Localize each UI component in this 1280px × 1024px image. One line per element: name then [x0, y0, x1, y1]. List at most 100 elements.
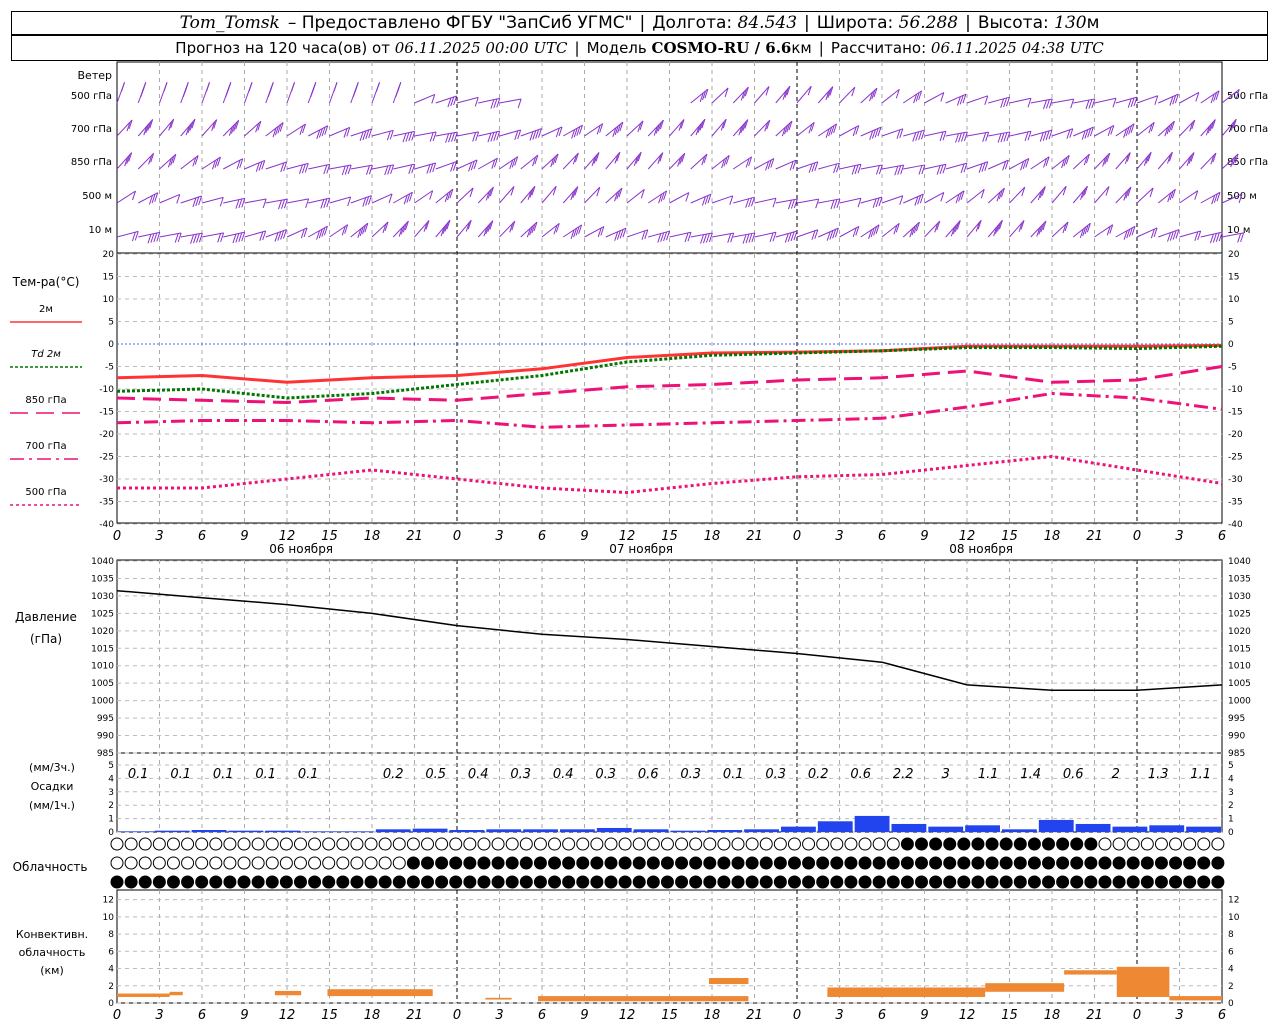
wind-barb-feather — [148, 155, 153, 165]
cloud-symbol — [689, 875, 703, 889]
wind-barb-feather — [469, 187, 474, 198]
wind-barb-feather — [982, 132, 987, 142]
wind-barb — [435, 219, 451, 238]
hour-tick: 0 — [113, 529, 121, 544]
wind-barb-feather — [1042, 131, 1047, 141]
cloud-symbol — [957, 837, 971, 851]
wind-barb-feather — [875, 197, 880, 208]
prec-tick-right: 1 — [1228, 815, 1234, 825]
wind-barb-feather — [574, 186, 579, 196]
cloud-symbol — [279, 875, 293, 889]
wind-barb-shaft — [860, 196, 883, 204]
wind-barb — [988, 159, 1009, 171]
cloud-symbol — [138, 856, 152, 870]
wind-barb-shaft — [818, 198, 840, 204]
wind-barb-feather — [472, 132, 477, 142]
wind-barb-feather — [1043, 99, 1047, 110]
wind-barb-shaft — [796, 198, 819, 204]
wind-barb — [307, 82, 317, 104]
temp-legend-label: 700 гПа — [25, 441, 66, 452]
cloud-symbol — [322, 837, 336, 851]
wind-barb — [222, 82, 232, 104]
pres-tick: 1005 — [91, 679, 114, 689]
wind-barb-feather — [553, 225, 558, 235]
wind-barb-feather — [766, 120, 771, 130]
wind-barb — [265, 198, 288, 210]
wind-barb-feather — [869, 130, 874, 140]
wind-barb-feather — [985, 132, 990, 142]
wind-barb-feather — [321, 126, 326, 137]
hour-tick: 6 — [198, 529, 206, 544]
precip-bar — [965, 825, 1000, 832]
temp-tick: -20 — [99, 430, 114, 440]
wind-barb — [456, 187, 474, 204]
wind-barb — [265, 161, 288, 173]
cloud-symbol — [110, 856, 124, 870]
wind-barb-feather — [1081, 130, 1086, 140]
wind-barb — [1136, 227, 1158, 239]
conv-cloud-bar — [327, 989, 433, 997]
wind-barb — [244, 120, 262, 137]
wind-barb — [647, 152, 664, 170]
wind-barb-feather — [790, 231, 795, 242]
temp-series-line — [116, 365, 1223, 405]
wind-barb — [244, 159, 266, 172]
wind-barb-feather — [1045, 156, 1050, 166]
cloud-symbol — [364, 875, 378, 889]
conv-cloud-bar — [274, 990, 302, 996]
wind-barb-feather — [702, 90, 706, 101]
cloud-symbol — [251, 856, 265, 870]
pres-tick: 1030 — [91, 592, 114, 602]
hour-tick: 18 — [364, 529, 381, 544]
wind-barb-feather — [230, 124, 235, 134]
wind-barb-feather — [700, 234, 705, 244]
wind-barb-feather — [637, 152, 642, 162]
wind-barb-feather — [963, 162, 968, 173]
cloud-symbol — [548, 856, 562, 870]
hour-tick-bottom: 15 — [321, 1008, 338, 1023]
cloud-symbol — [1084, 856, 1098, 870]
wind-barb-feather — [450, 96, 455, 107]
cloud-symbol — [660, 875, 674, 889]
wind-barb-shaft — [1221, 232, 1244, 238]
wind-barb-feather — [1238, 193, 1243, 204]
wind-barb-feather — [1080, 190, 1085, 200]
wind-barb-feather — [277, 124, 282, 134]
cloud-symbol — [872, 837, 886, 851]
wind-barb-feather — [578, 224, 583, 235]
wind-barb — [1200, 152, 1217, 170]
conv-tick-right: 0 — [1228, 999, 1234, 1009]
wind-barb-feather — [787, 232, 792, 242]
wind-barb-feather — [1112, 98, 1117, 108]
wind-barb-feather — [765, 161, 770, 171]
wind-barb-feather — [857, 198, 862, 208]
wind-level-label: 500 м — [82, 191, 112, 202]
cloud-symbol — [886, 837, 900, 851]
wind-barb-feather — [701, 196, 706, 206]
wind-barb-feather — [871, 90, 876, 100]
wind-barb-feather — [790, 199, 795, 209]
temp-tick-right: 20 — [1228, 250, 1240, 260]
cloud-symbol — [1112, 837, 1126, 851]
wind-barb — [690, 153, 708, 170]
wind-barb-shaft — [945, 162, 968, 170]
cloud-symbol — [1084, 875, 1098, 889]
wind-barb-feather — [368, 165, 373, 175]
cloud-symbol — [675, 875, 689, 889]
wind-barb-feather — [811, 230, 816, 240]
hour-tick-bottom: 0 — [793, 1008, 801, 1023]
wind-barb-feather — [303, 227, 308, 238]
wind-barb-shaft — [499, 129, 521, 137]
wind-barb-feather — [1191, 119, 1196, 130]
wind-barb — [988, 131, 1011, 143]
wind-barb-shaft — [159, 232, 182, 238]
wind-barb-feather — [1084, 224, 1089, 235]
hour-tick-bottom: 3 — [495, 1008, 503, 1023]
cloud-symbol — [1070, 837, 1084, 851]
wind-barb-feather — [344, 224, 349, 234]
alt-value: 130 — [1054, 13, 1087, 33]
wind-barb — [1157, 188, 1176, 204]
wind-barb — [945, 190, 965, 204]
day-label: 06 ноября — [269, 542, 333, 556]
wind-barb — [414, 162, 437, 174]
